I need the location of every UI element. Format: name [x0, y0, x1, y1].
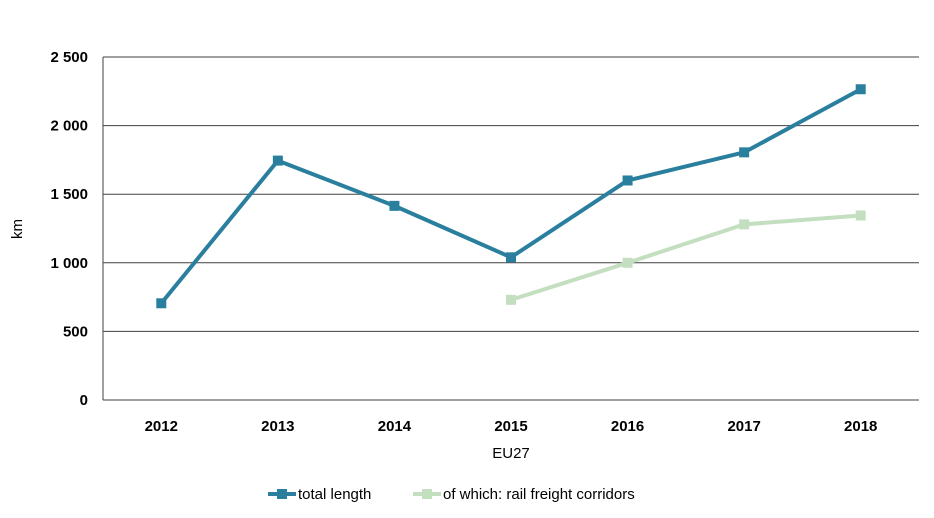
series-group	[156, 84, 866, 309]
y-tick-label: 0	[80, 392, 88, 409]
legend-item: of which: rail freight corridors	[413, 486, 635, 503]
data-point-marker	[156, 298, 167, 309]
x-tick-label: 2015	[494, 418, 527, 435]
y-tick-labels: 0 500 1 000 1 500 2 000 2 500	[50, 49, 88, 409]
legend-label: of which: rail freight corridors	[443, 486, 635, 503]
series-line	[159, 87, 862, 305]
data-point-marker	[855, 210, 866, 221]
x-tick-label: 2013	[261, 418, 294, 435]
legend-item: total length	[268, 486, 371, 503]
x-tick-label: 2012	[145, 418, 178, 435]
y-tick-label: 500	[63, 323, 88, 340]
y-tick-label: 2 500	[50, 49, 88, 66]
x-tick-label: 2018	[844, 418, 877, 435]
x-tick-label: 2014	[378, 418, 412, 435]
series-line	[510, 213, 861, 302]
y-tick-label: 1 500	[50, 186, 88, 203]
data-point-marker	[506, 252, 516, 263]
y-axis-title: km	[9, 219, 26, 239]
data-point-marker	[739, 219, 750, 230]
y-tick-label: 1 000	[50, 255, 88, 272]
legend: total length of which: rail freight corri…	[268, 486, 635, 503]
y-tick-label: 2 000	[50, 118, 88, 135]
legend-marker-swatch	[277, 489, 287, 499]
x-axis-title: EU27	[492, 445, 530, 462]
x-tick-label: 2016	[611, 418, 644, 435]
gridlines	[103, 56, 919, 332]
series-total-length	[156, 84, 866, 309]
x-tick-labels: 2012 2013 2014 2015 2016 2017 2018	[145, 418, 878, 435]
data-point-marker	[272, 155, 283, 166]
legend-label: total length	[298, 486, 371, 503]
data-point-marker	[739, 147, 750, 158]
data-point-marker	[622, 257, 633, 268]
data-point-marker	[622, 175, 633, 186]
data-point-marker	[506, 294, 516, 305]
series-of-which-rail-freight-corridors	[506, 210, 866, 305]
axes	[102, 57, 919, 401]
x-tick-label: 2017	[727, 418, 760, 435]
data-point-marker	[389, 200, 400, 211]
legend-marker-swatch	[422, 489, 432, 499]
data-point-marker	[855, 84, 866, 95]
